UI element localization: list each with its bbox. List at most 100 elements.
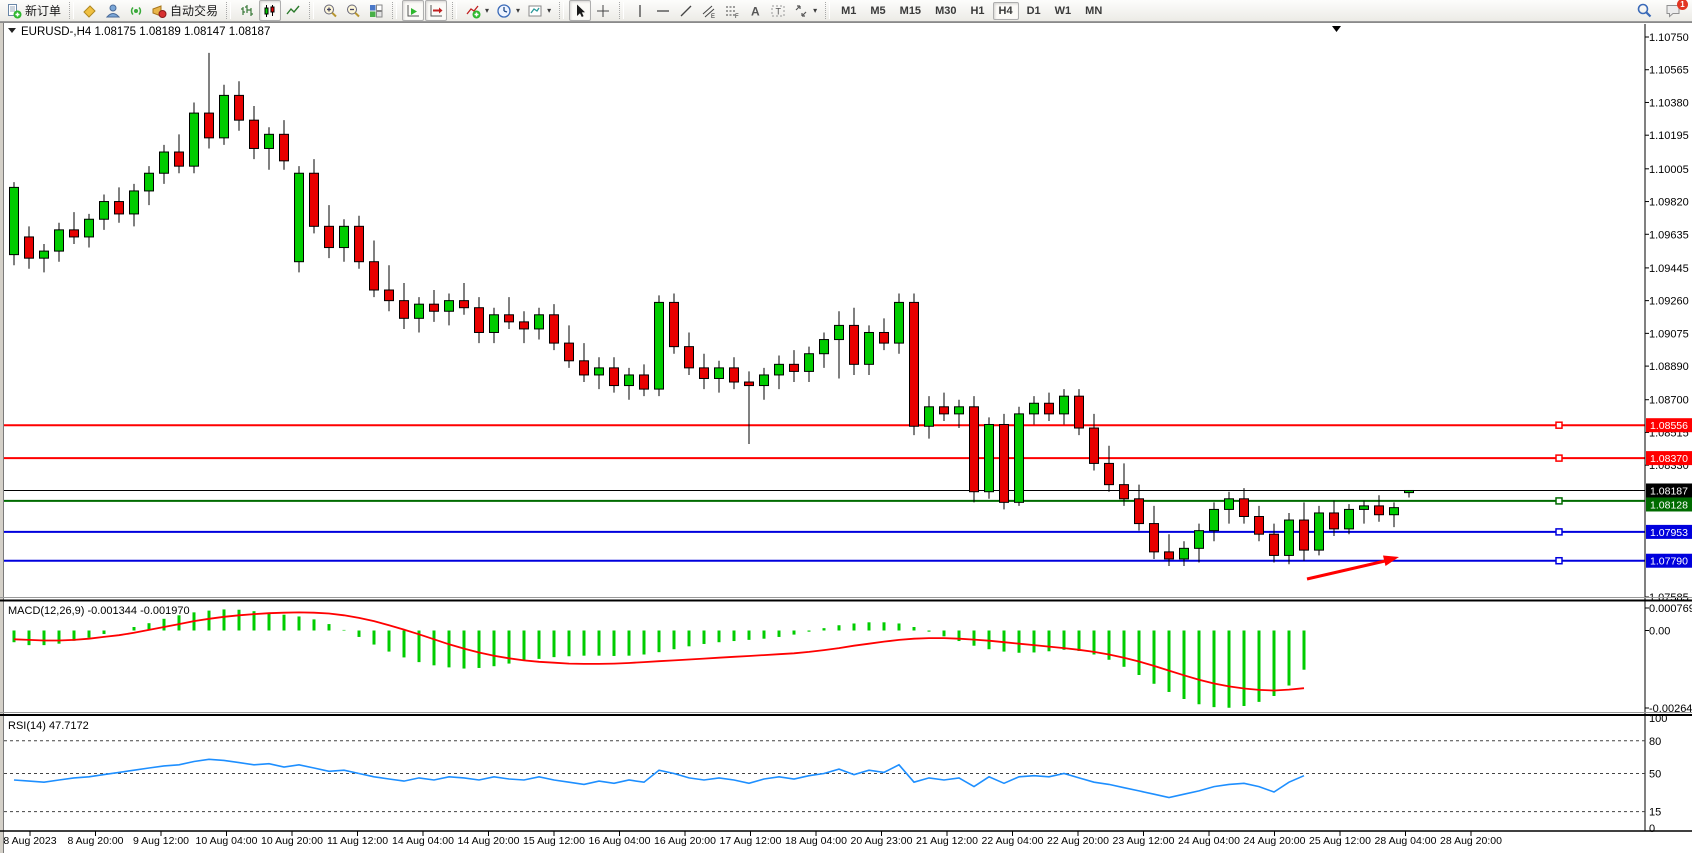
time-axis[interactable]: 8 Aug 2023 8 Aug 20:00 9 Aug 12:00 10 Aug 0… — [0, 830, 1692, 847]
line-chart-icon — [285, 3, 301, 19]
timeframe-button-m15[interactable]: M15 — [899, 4, 922, 17]
candle-up — [924, 406, 934, 427]
text-label-button[interactable]: T — [767, 0, 789, 21]
cursor-button[interactable] — [569, 0, 592, 21]
arrows-button[interactable]: ▾ — [790, 0, 820, 21]
time-tick-label: 23 Aug 12:00 — [1113, 835, 1175, 847]
trendline-button[interactable] — [675, 0, 697, 21]
hline-handle-1.08128[interactable] — [1555, 497, 1563, 505]
price-tick-label: 1.09260 — [1649, 296, 1689, 308]
periods-button[interactable]: ▾ — [493, 0, 523, 21]
candle-down — [1374, 505, 1384, 516]
signals-icon — [128, 3, 144, 19]
candle-up — [594, 367, 604, 376]
new-order-button[interactable]: 新订单 — [3, 0, 64, 21]
time-tick-label: 22 Aug 04:00 — [982, 835, 1044, 847]
timeframe-button-d1[interactable]: D1 — [1026, 4, 1041, 17]
candle-down — [1239, 498, 1249, 517]
zoom-in-button[interactable] — [319, 0, 341, 21]
hline-handle-1.07953[interactable] — [1555, 528, 1563, 536]
bar-chart-button[interactable] — [236, 0, 258, 21]
timeframe-button-m30[interactable]: M30 — [935, 4, 957, 17]
candle-up — [1314, 512, 1324, 551]
hline-handle-1.08370[interactable] — [1555, 454, 1563, 462]
chart-shift-button[interactable] — [425, 0, 448, 21]
crosshair-button[interactable] — [592, 0, 614, 21]
candle-down — [369, 261, 379, 291]
timeframe-button-h4[interactable]: H4 — [992, 1, 1019, 20]
time-tick-label: 15 Aug 12:00 — [523, 835, 585, 847]
timeframe-button-mn[interactable]: MN — [1085, 4, 1103, 17]
templates-button[interactable]: ▾ — [524, 0, 554, 21]
text-button[interactable]: A — [744, 0, 766, 21]
candle-up — [1284, 519, 1294, 556]
candle-up — [1029, 402, 1039, 415]
timeframe-button-h1[interactable]: H1 — [970, 4, 985, 17]
indicators-dropdown-caret[interactable]: ▾ — [485, 6, 490, 15]
candle-down — [789, 363, 799, 372]
toolbar-grip — [226, 2, 232, 19]
time-tick-label: 22 Aug 20:00 — [1047, 835, 1109, 847]
horizontal-line-icon — [655, 3, 671, 19]
chart-window: EURUSD-,H4 1.08175 1.08189 1.08147 1.081… — [0, 22, 1692, 853]
candlestick-chart-button[interactable] — [259, 0, 282, 21]
equidistant-channel-button[interactable]: E — [698, 0, 720, 21]
price-tick-label: 1.08890 — [1649, 361, 1689, 373]
templates-dropdown-caret[interactable]: ▾ — [547, 6, 552, 15]
search-icon — [1636, 2, 1653, 19]
candle-up — [1014, 413, 1024, 503]
vertical-line-button[interactable] — [629, 0, 651, 21]
auto-scroll-button[interactable] — [402, 0, 425, 21]
signals-button[interactable] — [125, 0, 147, 21]
annotation-arrow[interactable] — [1306, 555, 1399, 581]
arrows-icon — [793, 3, 809, 19]
fibonacci-button[interactable]: F — [721, 0, 743, 21]
candle-down — [1089, 427, 1099, 464]
toolbar-grip — [309, 2, 315, 19]
timeframe-button-m5[interactable]: M5 — [870, 4, 886, 17]
macd-axis-label: 0.00 — [1649, 626, 1670, 638]
tile-windows-button[interactable] — [365, 0, 387, 21]
candlestick-chart-icon — [262, 3, 278, 19]
price-line-label: 1.08556 — [1650, 420, 1688, 432]
candle-up — [654, 301, 664, 390]
svg-text:A: A — [751, 4, 760, 18]
community-button[interactable] — [102, 0, 124, 21]
community-icon — [105, 3, 121, 19]
candle-up — [1224, 498, 1234, 510]
candle-up — [1359, 505, 1369, 510]
auto-scroll-icon — [405, 3, 421, 19]
market-button[interactable] — [79, 0, 101, 21]
time-tick-label: 24 Aug 04:00 — [1178, 835, 1240, 847]
auto-trading-icon — [151, 3, 167, 19]
line-chart-button[interactable] — [282, 0, 304, 21]
candle-up — [54, 229, 64, 252]
price-line-label: 1.08187 — [1650, 485, 1688, 497]
candle-down — [669, 301, 679, 348]
zoom-out-button[interactable] — [342, 0, 364, 21]
time-tick-label: 25 Aug 12:00 — [1309, 835, 1371, 847]
candle-up — [759, 374, 769, 387]
periods-dropdown-caret[interactable]: ▾ — [516, 6, 521, 15]
candle-down — [474, 307, 484, 333]
timeframe-button-m1[interactable]: M1 — [841, 4, 857, 17]
hline-handle-1.07790[interactable] — [1555, 556, 1563, 565]
notifications-button[interactable]: 1 — [1662, 0, 1688, 21]
arrows-dropdown-caret[interactable]: ▾ — [813, 6, 818, 15]
hline-handle-1.08556[interactable] — [1555, 421, 1563, 429]
indicators-button[interactable]: ▾ — [462, 0, 492, 21]
candle-down — [1044, 402, 1054, 415]
price-line-label: 1.08128 — [1650, 499, 1688, 511]
symbol-dropdown-icon[interactable] — [8, 28, 16, 33]
chart-shift-marker[interactable] — [1332, 26, 1341, 32]
macd-axis-label: 0.000769 — [1649, 603, 1692, 615]
rsi-axis-label: 50 — [1649, 769, 1661, 781]
horizontal-line-button[interactable] — [652, 0, 674, 21]
auto-trading-button[interactable]: 自动交易 — [148, 0, 221, 21]
price-tick-label: 1.10380 — [1649, 97, 1689, 109]
search-button[interactable] — [1633, 0, 1656, 21]
price-axis[interactable]: 1.10750 1.10565 1.10380 1.10195 1.10005 1.098… — [1644, 24, 1692, 831]
chart-canvas[interactable]: EURUSD-,H4 1.08175 1.08189 1.08147 1.081… — [0, 22, 1692, 853]
fibonacci-icon: F — [724, 3, 740, 19]
timeframe-button-w1[interactable]: W1 — [1054, 4, 1072, 17]
